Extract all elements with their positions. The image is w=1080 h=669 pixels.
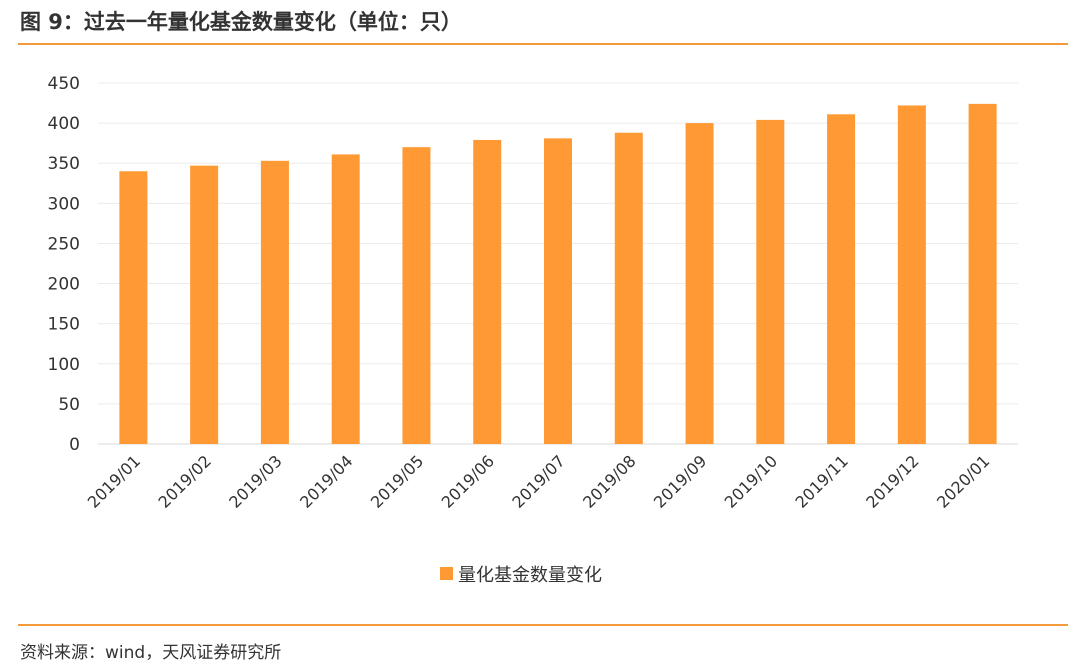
x-tick-label: 2019/11: [791, 451, 851, 511]
x-tick-label: 2019/05: [367, 451, 427, 511]
bar: [190, 165, 219, 444]
legend: 量化基金数量变化: [440, 565, 602, 586]
y-tick-label: 450: [48, 74, 80, 94]
x-tick-label: 2019/12: [862, 451, 922, 511]
bar: [968, 103, 997, 444]
x-tick-label: 2019/07: [508, 451, 568, 511]
footer-divider: [18, 624, 1068, 626]
figure-title: 图 9：过去一年量化基金数量变化（单位：只）: [20, 10, 462, 34]
y-tick-label: 300: [48, 194, 80, 214]
y-tick-label: 100: [48, 355, 80, 375]
x-tick-label: 2019/03: [225, 451, 285, 511]
y-tick-label: 0: [69, 435, 80, 455]
x-tick-label: 2019/10: [721, 451, 781, 511]
bar: [544, 138, 572, 444]
x-tick-label: 2020/01: [933, 451, 993, 511]
y-tick-label: 400: [48, 114, 80, 134]
x-tick-label: 2019/09: [650, 451, 710, 511]
legend-label: 量化基金数量变化: [458, 565, 602, 586]
source-note: 资料来源：wind，天风证券研究所: [20, 643, 282, 663]
x-tick-label: 2019/06: [438, 451, 498, 511]
bar: [614, 132, 643, 444]
y-tick-label: 350: [48, 154, 80, 174]
bar: [685, 123, 714, 444]
title-divider: [18, 43, 1068, 45]
bar: [402, 147, 431, 444]
bar: [331, 154, 360, 445]
bar: [260, 160, 289, 444]
bar: [827, 114, 856, 444]
legend-swatch: [440, 567, 453, 580]
x-tick-label: 2019/04: [296, 451, 356, 511]
bar: [756, 119, 785, 444]
x-tick-label: 2019/01: [84, 451, 144, 511]
x-tick-label: 2019/08: [579, 451, 639, 511]
y-axis-ticks: 0 50 100 150 200 250 300 350 400 450: [48, 74, 80, 455]
bar: [119, 171, 148, 444]
y-tick-label: 250: [48, 234, 80, 254]
y-tick-label: 150: [48, 315, 80, 335]
x-tick-label: 2019/02: [155, 451, 215, 511]
bar-series: [119, 103, 997, 445]
y-tick-label: 200: [48, 275, 80, 295]
y-tick-label: 50: [58, 395, 80, 415]
bar: [897, 105, 926, 444]
bar: [473, 139, 502, 445]
x-axis-ticks: 2019/01 2019/02 2019/03 2019/04 2019/05 2019/…: [84, 451, 994, 511]
